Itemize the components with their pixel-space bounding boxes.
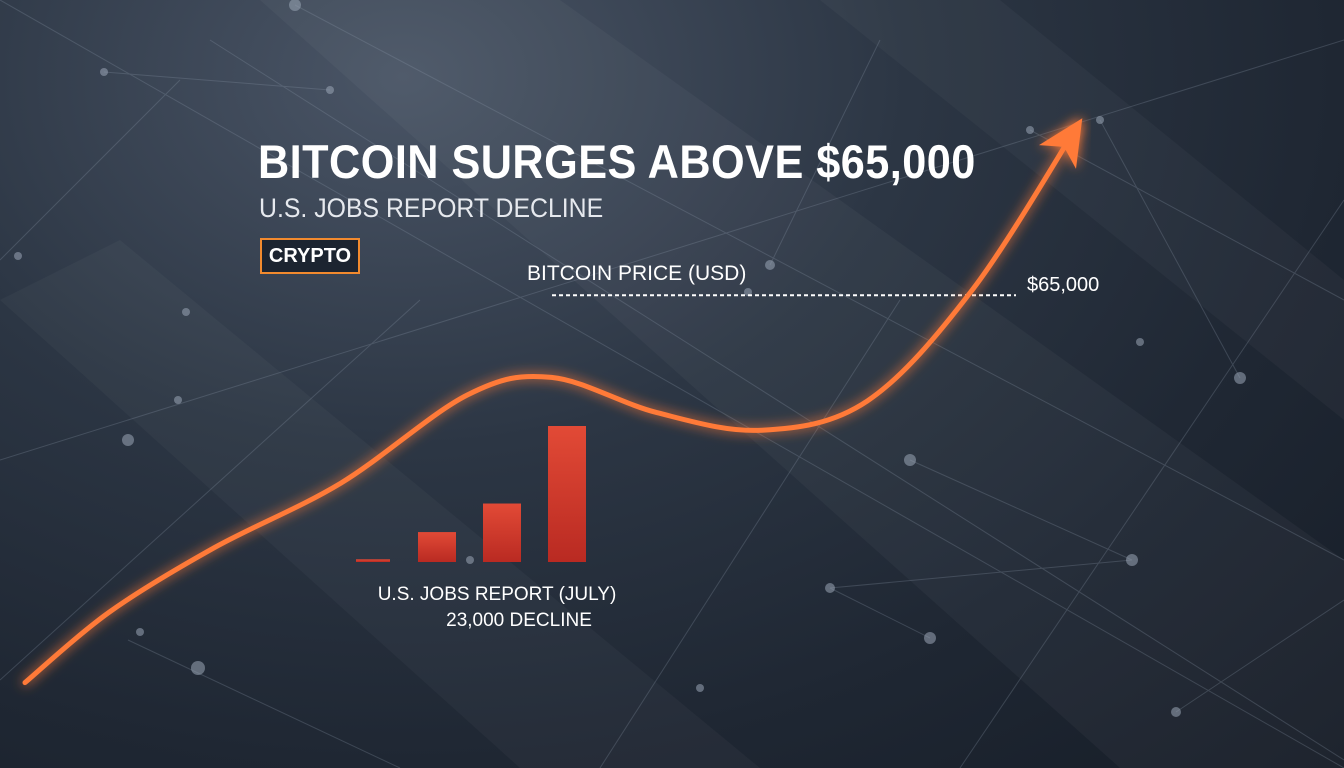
price-arrow-head: [1039, 118, 1083, 169]
jobs-report-title: U.S. JOBS REPORT (JULY): [378, 584, 617, 605]
reference-line-label: $65,000: [1027, 274, 1099, 296]
headline-subtitle: U.S. JOBS REPORT DECLINE: [259, 193, 604, 223]
headline-title: BITCOIN SURGES ABOVE $65,000: [258, 135, 976, 188]
jobs-bar-3: [483, 503, 521, 562]
bitcoin-price-line: [22, 122, 1081, 686]
category-tag: CRYPTO: [260, 238, 360, 274]
jobs-bar-4: [548, 426, 586, 562]
background-network-nodes: [14, 0, 1246, 717]
series-label-bitcoin-price: BITCOIN PRICE (USD): [527, 262, 746, 285]
jobs-report-annotation: 23,000 DECLINE: [446, 610, 592, 631]
jobs-bar-2: [418, 532, 456, 562]
jobs-bars: [356, 426, 586, 562]
jobs-bar-1: [356, 559, 390, 562]
